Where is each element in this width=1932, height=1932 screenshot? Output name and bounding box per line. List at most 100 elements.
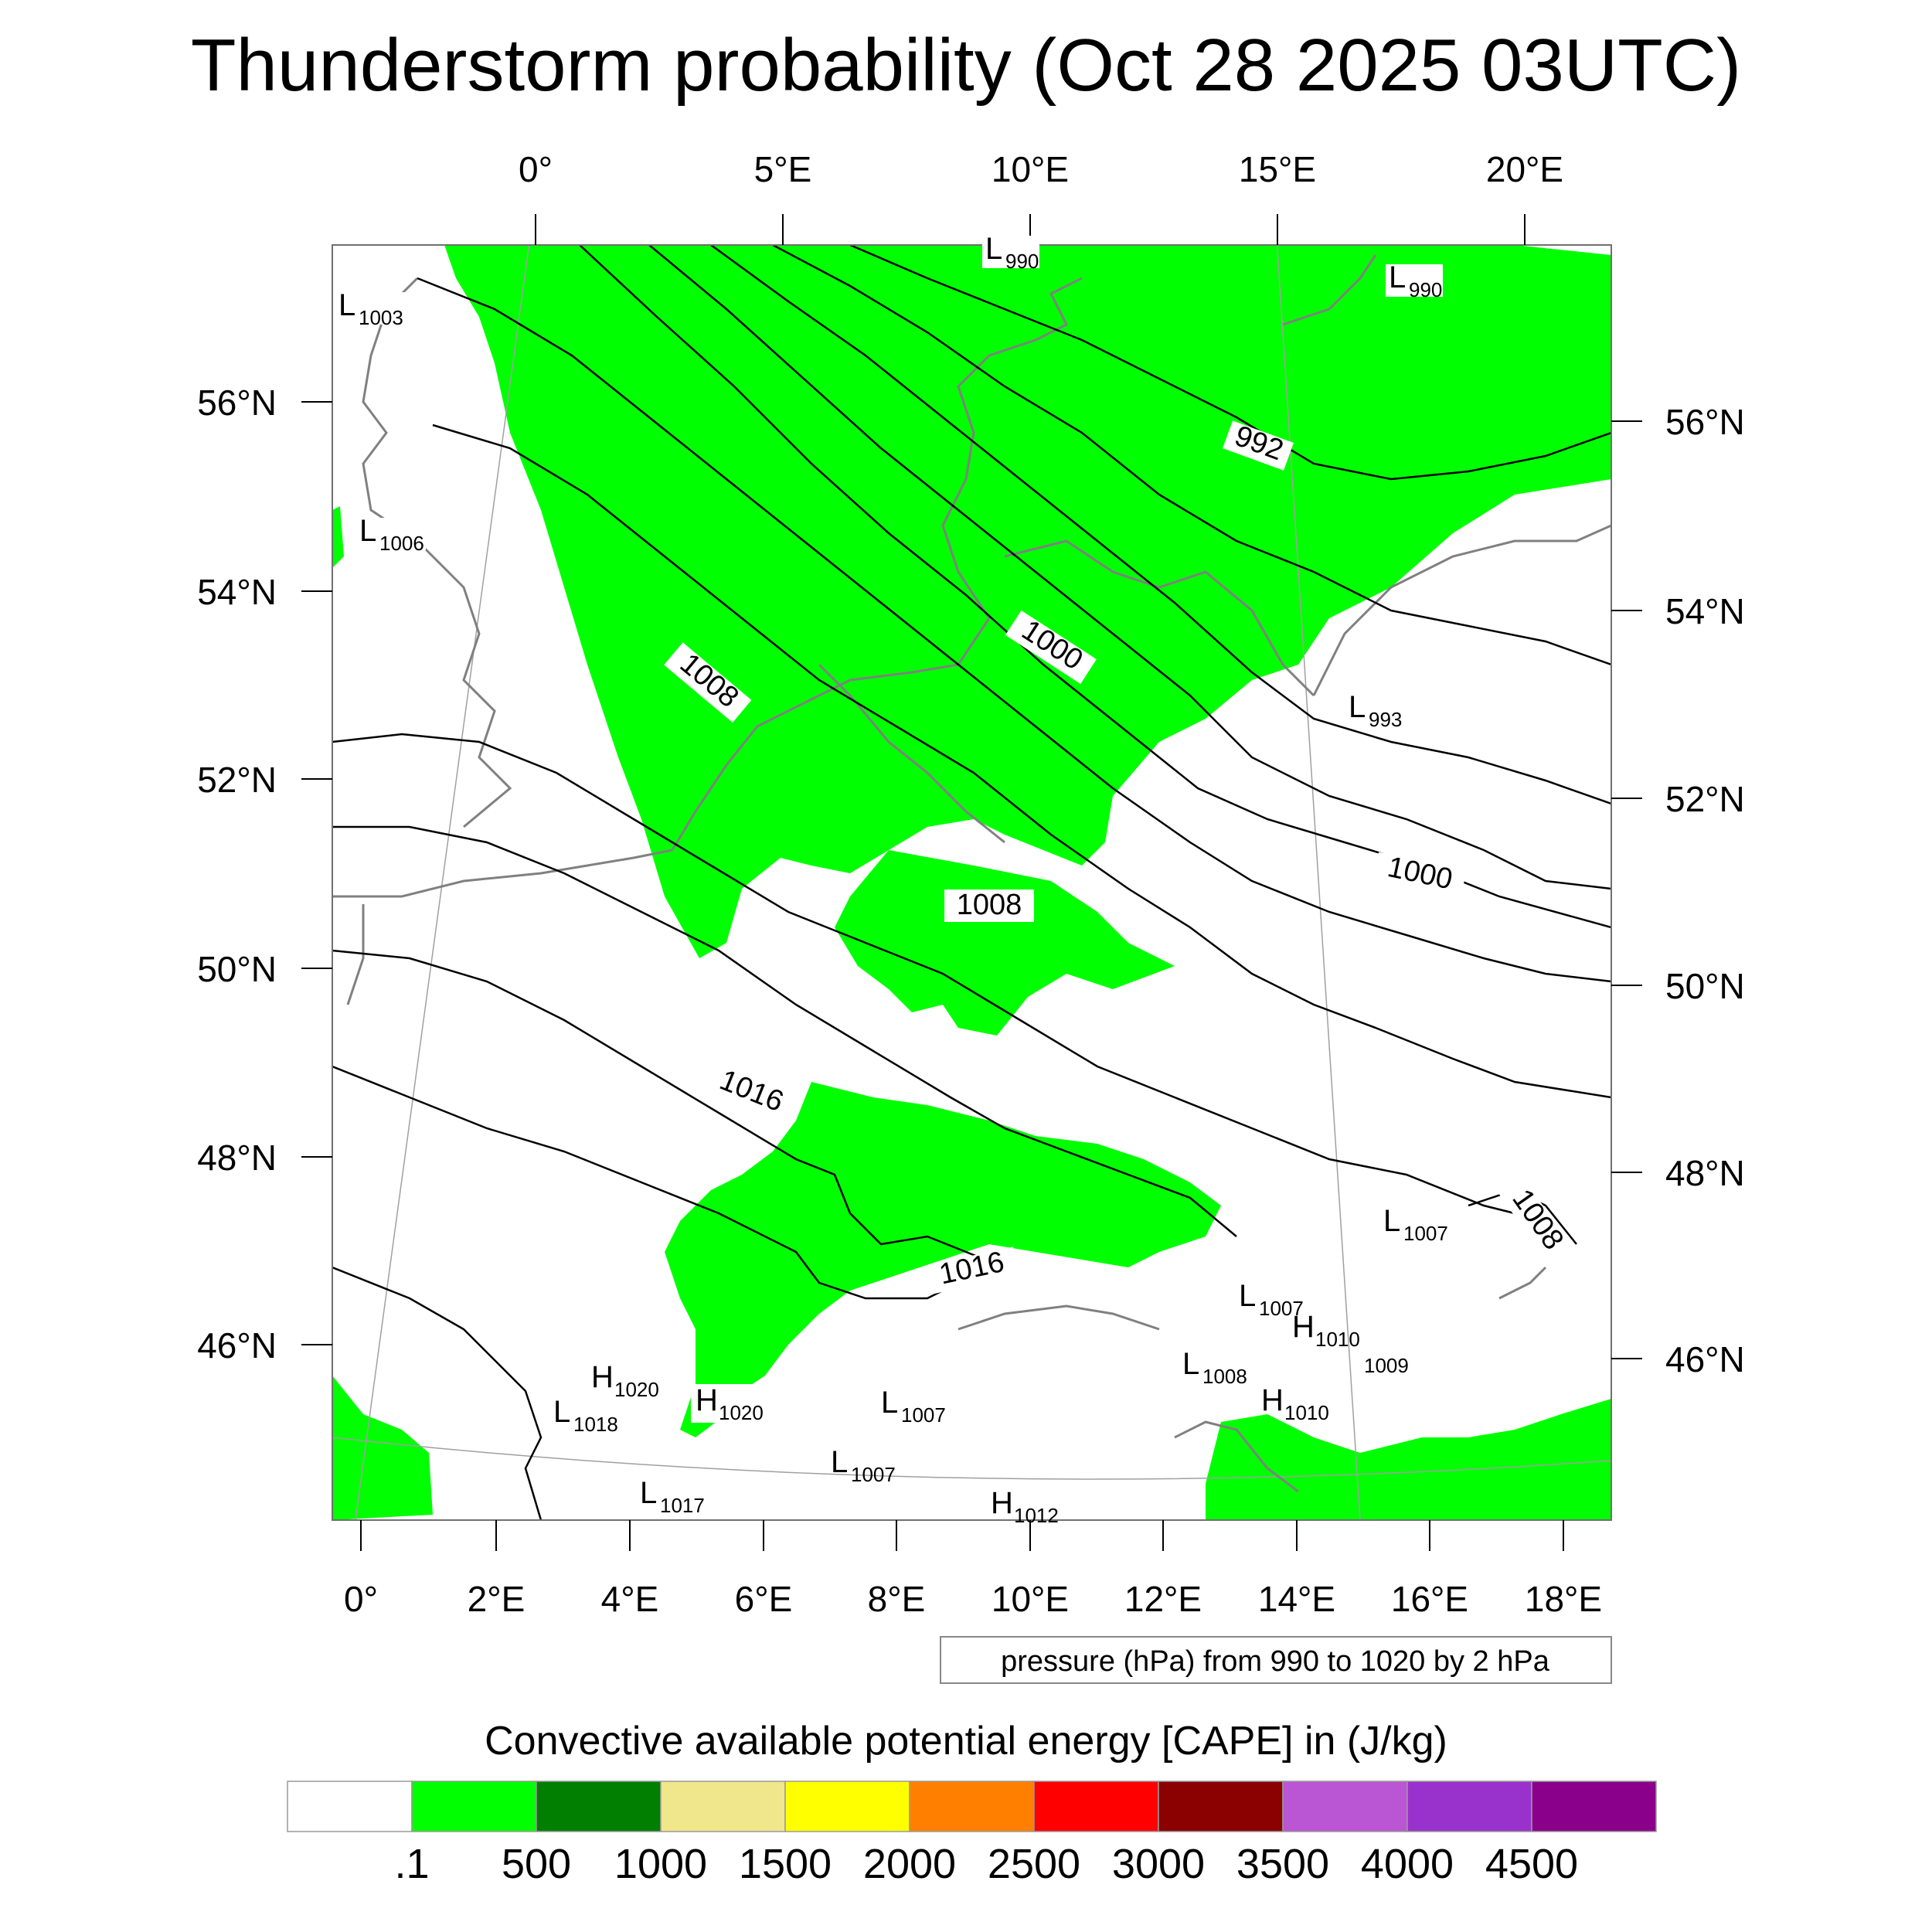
pressure-center-value: 1018 xyxy=(573,1413,618,1436)
pressure-center-letter: H xyxy=(1292,1310,1315,1344)
colorbar-label: 2000 xyxy=(863,1841,956,1887)
colorbar-label: .1 xyxy=(394,1841,429,1887)
pressure-center-letter: H xyxy=(991,1486,1013,1520)
right-lat-label: 52°N xyxy=(1665,779,1745,819)
colorbar-label: 500 xyxy=(502,1841,571,1887)
pressure-center-value: 1007 xyxy=(901,1403,946,1427)
pressure-center-letter: L xyxy=(881,1386,898,1420)
pressure-center-value: 1012 xyxy=(1014,1504,1059,1527)
left-lat-label: 56°N xyxy=(197,383,277,423)
pressure-center-letter: H xyxy=(1261,1383,1284,1417)
top-lon-label: 5°E xyxy=(754,149,812,189)
colorbar-swatch xyxy=(1406,1781,1532,1832)
colorbar-swatch xyxy=(536,1781,662,1832)
pressure-center-value: 1020 xyxy=(719,1401,764,1424)
coastlines xyxy=(332,254,1611,1493)
colorbar-swatch xyxy=(1033,1781,1159,1832)
colorbar-swatch xyxy=(1282,1781,1408,1832)
colorbar xyxy=(287,1781,1657,1832)
cape-area-north-band xyxy=(444,245,1611,958)
colorbar-label: 4000 xyxy=(1361,1841,1454,1887)
pressure-center-value: 1008 xyxy=(1202,1365,1247,1388)
pressure-center-value: 1007 xyxy=(1403,1222,1448,1245)
bottom-lon-label: 2°E xyxy=(468,1579,526,1619)
left-lat-label: 48°N xyxy=(197,1138,277,1178)
pressure-center-value: 1020 xyxy=(614,1378,659,1401)
pressure-note: pressure (hPa) from 990 to 1020 by 2 hPa xyxy=(940,1636,1612,1684)
pressure-center-letter: L xyxy=(1239,1279,1256,1313)
pressure-center-letter: L xyxy=(1383,1204,1400,1238)
isobar-label: 1008 xyxy=(957,889,1022,921)
chart-title: Thunderstorm probability (Oct 28 2025 03… xyxy=(190,24,1742,107)
top-lon-label: 15°E xyxy=(1239,149,1316,189)
top-lon-label: 20°E xyxy=(1486,149,1563,189)
left-lat-label: 52°N xyxy=(197,760,277,800)
right-lat-label: 56°N xyxy=(1665,402,1745,442)
top-lon-labels: 0° 5°E 10°E 15°E 20°E xyxy=(519,149,1563,189)
right-lat-label: 50°N xyxy=(1665,966,1745,1006)
pressure-center-value: 1017 xyxy=(660,1494,705,1517)
colorbar-title: Convective available potential energy [C… xyxy=(485,1719,1447,1764)
map-frame xyxy=(332,244,1612,1521)
pressure-center-value: 1010 xyxy=(1315,1328,1360,1351)
pressure-center-value: 1007 xyxy=(1259,1297,1304,1320)
colorbar-labels: .1 500 1000 1500 2000 2500 3000 3500 4000 4500 xyxy=(394,1841,1578,1887)
colorbar-swatch xyxy=(287,1781,413,1832)
left-lat-label: 54°N xyxy=(197,572,277,612)
colorbar-label: 3500 xyxy=(1236,1841,1329,1887)
right-lat-label: 48°N xyxy=(1665,1153,1745,1193)
cape-area-southwest xyxy=(332,1376,433,1520)
pressure-center-value: 990 xyxy=(1005,250,1039,273)
left-lat-label: 50°N xyxy=(197,949,277,989)
bottom-lon-label: 16°E xyxy=(1391,1579,1468,1619)
graticule xyxy=(332,245,1611,1520)
bottom-lon-label: 0° xyxy=(344,1579,378,1619)
bottom-lon-label: 14°E xyxy=(1258,1579,1335,1619)
colorbar-swatch xyxy=(909,1781,1035,1832)
top-lon-label: 0° xyxy=(519,149,553,189)
left-ticks xyxy=(301,401,332,1345)
pressure-center-letter: L xyxy=(985,232,1002,266)
cape-area-central xyxy=(835,850,1175,1036)
pressure-center-value: 1006 xyxy=(379,532,424,555)
pressure-center-letter: L xyxy=(1349,690,1366,724)
pressure-center-letter: L xyxy=(1182,1347,1199,1381)
left-lat-label: 46°N xyxy=(197,1325,277,1366)
right-ticks xyxy=(1611,420,1642,1359)
bottom-lon-label: 12°E xyxy=(1124,1579,1202,1619)
pressure-center-value: 1003 xyxy=(359,306,403,329)
cape-area-south xyxy=(665,1082,1221,1437)
cape-fill-areas xyxy=(332,245,1611,1520)
pressure-center-letter: L xyxy=(1389,260,1406,294)
colorbar-swatch xyxy=(660,1781,786,1832)
colorbar-label: 3000 xyxy=(1112,1841,1205,1887)
left-lat-labels: 56°N 54°N 52°N 50°N 48°N 46°N xyxy=(197,383,277,1366)
colorbar-label: 4500 xyxy=(1485,1841,1578,1887)
colorbar-label: 2500 xyxy=(988,1841,1080,1887)
right-lat-label: 46°N xyxy=(1665,1339,1745,1379)
pressure-center-letter: L xyxy=(553,1395,570,1429)
bottom-lon-label: 6°E xyxy=(735,1579,793,1619)
pressure-center-letter: L xyxy=(359,514,376,548)
pressure-centers: L 990 L 990 L 1003 L 1006 L 993 L 1007 L 1007 H… xyxy=(335,232,1450,1527)
top-lon-label: 10°E xyxy=(992,149,1069,189)
colorbar-swatch xyxy=(784,1781,910,1832)
cape-area-west-edge xyxy=(332,506,344,568)
colorbar-swatch xyxy=(1531,1781,1657,1832)
pressure-center-letter: H xyxy=(591,1360,614,1394)
bottom-lon-label: 8°E xyxy=(868,1579,926,1619)
pressure-center-value: 993 xyxy=(1369,708,1402,731)
pressure-note-text: pressure (hPa) from 990 to 1020 by 2 hPa xyxy=(1001,1645,1550,1678)
pressure-center-letter: H xyxy=(696,1383,718,1417)
colorbar-label: 1500 xyxy=(739,1841,832,1887)
colorbar-swatch xyxy=(1158,1781,1284,1832)
colorbar-swatch xyxy=(411,1781,537,1832)
pressure-center-value: 1010 xyxy=(1284,1401,1329,1424)
bottom-lon-label: 18°E xyxy=(1525,1579,1602,1619)
pressure-center-value: 990 xyxy=(1409,278,1442,301)
pressure-center-letter: L xyxy=(831,1445,848,1479)
pressure-center-value: 1007 xyxy=(851,1463,896,1486)
bottom-lon-label: 10°E xyxy=(992,1579,1069,1619)
pressure-center-letter: L xyxy=(338,288,355,322)
